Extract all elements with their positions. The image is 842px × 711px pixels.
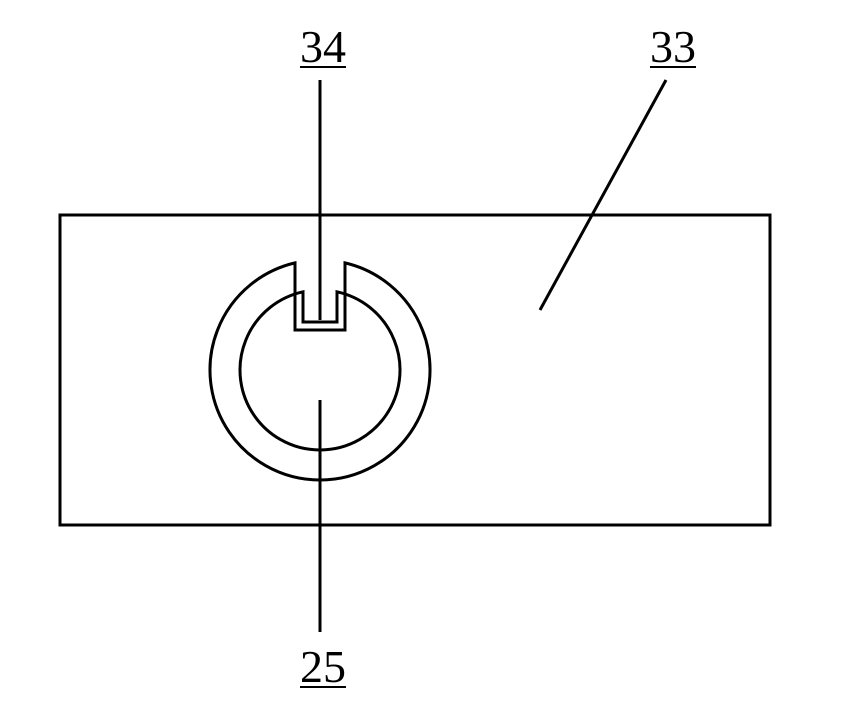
label-34: 34 <box>300 20 346 73</box>
label-25: 25 <box>300 640 346 693</box>
diagram-svg <box>0 0 842 711</box>
leader-33 <box>540 80 666 310</box>
label-33: 33 <box>650 20 696 73</box>
panel-rect <box>60 215 770 525</box>
